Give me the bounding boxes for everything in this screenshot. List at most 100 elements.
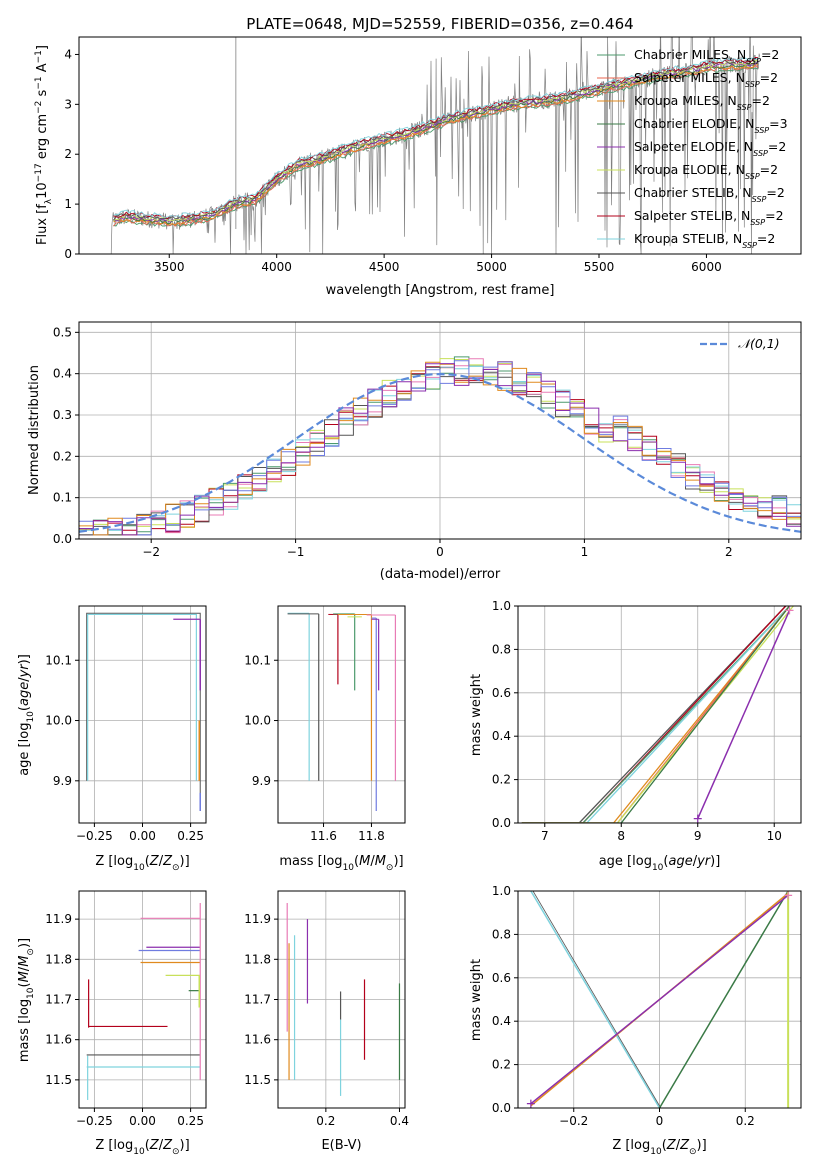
legend-label-salpeter_stelib: Salpeter STELIB, NSSP=2 <box>634 208 784 227</box>
x-axis-label: (data-model)/error <box>380 567 501 582</box>
x-axis-label: mass [log10(M/M⊙)] <box>279 854 403 873</box>
x-axis-label: E(B-V) <box>321 1138 361 1153</box>
x-tick-label: 0.00 <box>129 1114 156 1128</box>
axes-frame <box>517 605 802 824</box>
panel-mw_vs_age: 7 8 9 10 0.0 0.2 0.4 0.6 0.8 1.0 age [log10(age/yr… <box>469 599 802 873</box>
x-tick-label: 0.2 <box>316 1114 335 1128</box>
plot-area <box>521 606 794 823</box>
x-tick-label: −0.2 <box>559 1114 588 1128</box>
x-tick-label: −0.25 <box>76 1114 113 1128</box>
x-tick-label: −0.25 <box>76 829 113 843</box>
y-axis-label: Flux [fλ10−17 erg cm−2 s−1 A−1] <box>34 45 54 245</box>
y-tick-label: 0.8 <box>492 642 511 656</box>
x-tick-label: 2 <box>725 545 733 559</box>
model-line-chabrier_stelib <box>113 58 759 221</box>
cumulative-chabrier_elodie <box>620 606 791 823</box>
panel-age_vs_mass: 11.6 11.8 9.9 10.0 10.1 mass [log10(M/M⊙)] <box>244 605 406 873</box>
y-tick-label: 0.4 <box>492 1014 511 1028</box>
y-tick-label: 10.1 <box>244 653 271 667</box>
panel-mass_vs_EBV: 0.2 0.4 11.5 11.6 11.7 11.8 11.9 E(B-V) <box>244 890 409 1153</box>
y-tick-label: 11.8 <box>45 952 72 966</box>
panel-residuals: −2 −1 0 1 2 0.0 0.1 0.2 0.3 0.4 0.5 𝒩(0,1) (data-mod… <box>27 321 802 582</box>
plot-area <box>526 891 793 1108</box>
model-line-salpeter_miles <box>113 64 759 227</box>
x-tick-label: 11.6 <box>310 829 337 843</box>
y-tick-label: 1.0 <box>492 884 511 898</box>
x-tick-label: 9 <box>694 829 702 843</box>
figure-title: PLATE=0648, MJD=52559, FIBERID=0356, z=0… <box>246 15 633 33</box>
x-tick-label: 0.2 <box>736 1114 755 1128</box>
x-tick-label: 4500 <box>369 260 400 274</box>
y-tick-label: 11.7 <box>45 993 72 1007</box>
y-axis-label: mass weight <box>469 959 484 1041</box>
legend: 𝒩(0,1) <box>700 336 780 351</box>
y-tick-label: 0.3 <box>53 408 72 422</box>
y-tick-label: 3 <box>64 97 72 111</box>
y-tick-label: 1.0 <box>492 599 511 613</box>
y-tick-label: 10.0 <box>244 714 271 728</box>
legend: Chabrier MILES, NSSP=2 Salpeter MILES, NS… <box>597 47 788 250</box>
plot-area <box>287 612 397 811</box>
histogram-extra_blue <box>79 360 801 536</box>
plot-area <box>79 356 801 536</box>
cumulative-salpeter-elodie <box>697 610 791 819</box>
y-tick-label: 2 <box>64 147 72 161</box>
y-tick-label: 0.2 <box>492 1058 511 1072</box>
cumulative-chabrier-elodie <box>658 891 789 1108</box>
y-axis-label: Normed distribution <box>27 365 42 495</box>
panel-age_vs_Z: −0.25 0.00 0.25 9.9 10.0 10.1 Z [log10(Z/Z⊙)] a… <box>17 605 207 873</box>
plot-area <box>286 903 401 1096</box>
x-tick-label: 0.25 <box>177 829 204 843</box>
plot-area <box>86 612 201 811</box>
legend-label-chabrier_elodie: Chabrier ELODIE, NSSP=3 <box>634 116 788 135</box>
panel-spectrum: 3500 4000 4500 5000 5500 6000 0 1 2 3 4 wavelength … <box>34 36 802 298</box>
axes-frame <box>78 36 802 255</box>
x-tick-label: 8 <box>617 829 625 843</box>
model-line-kroupa_stelib <box>113 57 759 218</box>
y-tick-label: 11.6 <box>244 1033 271 1047</box>
x-axis-label: Z [log10(Z/Z⊙)] <box>612 1138 706 1157</box>
y-tick-label: 0.1 <box>53 491 72 505</box>
x-tick-label: 7 <box>541 829 549 843</box>
legend-label-chabrier_stelib: Chabrier STELIB, NSSP=2 <box>634 185 785 204</box>
marker-start <box>526 1099 535 1108</box>
x-tick-label: 6000 <box>691 260 722 274</box>
y-tick-label: 11.6 <box>45 1033 72 1047</box>
y-tick-label: 11.8 <box>244 952 271 966</box>
plot-area <box>110 37 761 254</box>
x-tick-label: 5500 <box>584 260 615 274</box>
y-tick-label: 0.2 <box>53 449 72 463</box>
y-tick-label: 9.9 <box>252 774 271 788</box>
y-tick-label: 0.8 <box>492 927 511 941</box>
y-tick-label: 0.2 <box>492 773 511 787</box>
legend-label-salpeter_miles: Salpeter MILES, NSSP=2 <box>634 70 778 89</box>
x-tick-label: 4000 <box>261 260 292 274</box>
y-axis-label: age [log10(age/yr)] <box>17 654 36 776</box>
x-tick-label: 10 <box>767 829 782 843</box>
legend-label-normal: 𝒩(0,1) <box>738 336 780 351</box>
histogram-salpeter_elodie <box>79 363 801 536</box>
x-tick-label: 0.25 <box>177 1114 204 1128</box>
cumulative-chabrier-stelib <box>532 891 662 1108</box>
x-tick-label: −1 <box>287 545 305 559</box>
marker-end <box>784 891 793 900</box>
y-tick-label: 1 <box>64 197 72 211</box>
x-tick-label: 5000 <box>476 260 507 274</box>
y-tick-label: 0.0 <box>492 1101 511 1115</box>
panel-mw_vs_Z: −0.2 0 0.2 0.0 0.2 0.4 0.6 0.8 1.0 Z [log10(Z/Z⊙)… <box>469 884 802 1157</box>
marker-end <box>785 606 794 615</box>
y-tick-label: 0.4 <box>492 729 511 743</box>
x-axis-label: age [log10(age/yr)] <box>599 854 721 873</box>
cumulative-salpeter-elodie <box>530 894 789 1105</box>
y-tick-label: 10.1 <box>45 653 72 667</box>
y-tick-label: 0.0 <box>53 532 72 546</box>
panel-mass_vs_Z: −0.25 0.00 0.25 11.5 11.6 11.7 11.8 11.9 Z [log1… <box>17 890 207 1157</box>
x-tick-label: 0.00 <box>129 829 156 843</box>
x-tick-label: 0.4 <box>390 1114 409 1128</box>
marker-salpeter-elodie <box>693 814 702 823</box>
legend-label-kroupa_elodie: Kroupa ELODIE, NSSP=2 <box>634 162 778 181</box>
legend-label-kroupa_miles: Kroupa MILES, NSSP=2 <box>634 93 770 112</box>
x-tick-label: 11.8 <box>358 829 385 843</box>
y-axis-label: mass [log10(M/M⊙)] <box>17 938 36 1062</box>
y-tick-label: 11.7 <box>244 993 271 1007</box>
